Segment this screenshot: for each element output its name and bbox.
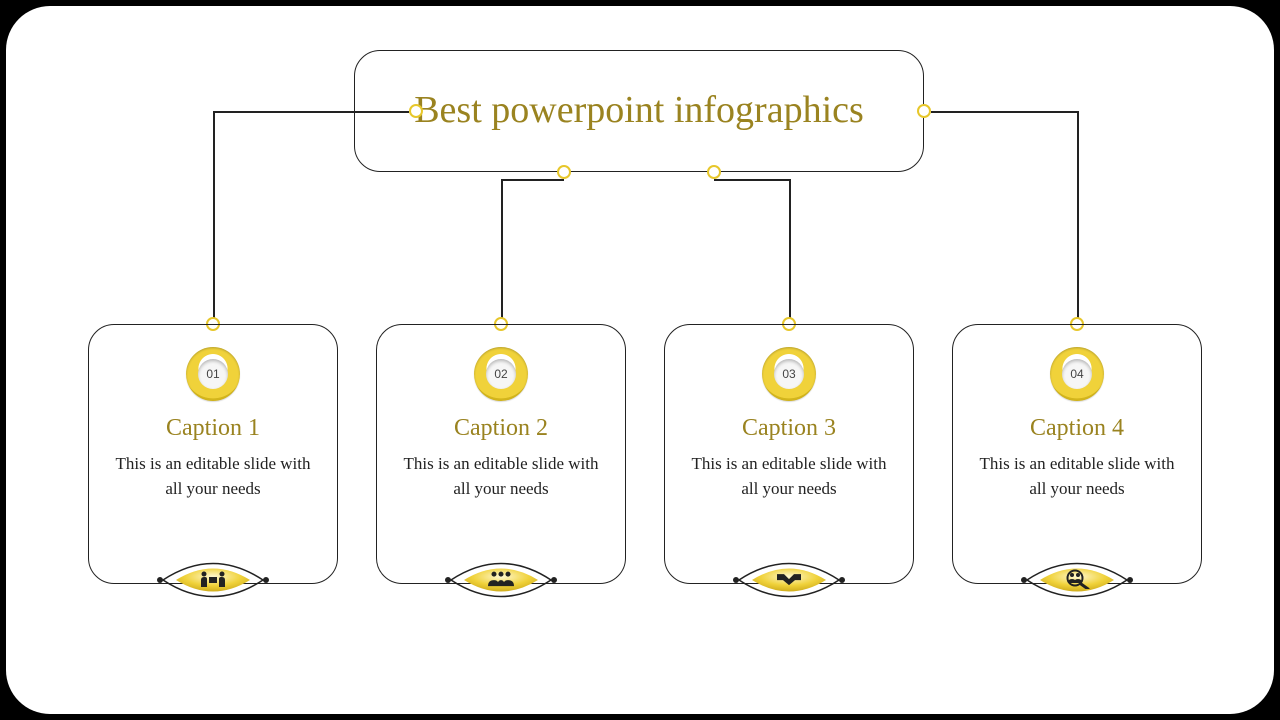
connector-line xyxy=(714,179,789,181)
card-caption: Caption 2 xyxy=(377,415,625,442)
connector-dot xyxy=(557,165,571,179)
icon-eye-shape xyxy=(1022,555,1132,605)
card-caption: Caption 3 xyxy=(665,415,913,442)
connector-line xyxy=(501,179,564,181)
handshake-icon xyxy=(774,570,804,588)
connector-line xyxy=(501,179,503,324)
connector-line xyxy=(931,111,1077,113)
connector-line xyxy=(1077,111,1079,324)
icon-eye-shape xyxy=(446,555,556,605)
card-caption: Caption 4 xyxy=(953,415,1201,442)
title-box: Best powerpoint infographics xyxy=(354,50,924,172)
meeting-icon xyxy=(199,569,227,589)
number-badge: 04 xyxy=(1050,347,1104,401)
card-number: 02 xyxy=(486,359,516,389)
search-people-icon xyxy=(1063,569,1091,589)
number-badge: 01 xyxy=(186,347,240,401)
card-body: This is an editable slide with all your … xyxy=(665,452,913,501)
info-card-3: 03 Caption 3 This is an editable slide w… xyxy=(664,324,914,584)
slide-frame: Best powerpoint infographics 01 Caption … xyxy=(6,6,1274,714)
connector-dot xyxy=(917,104,931,118)
icon-eye-shape xyxy=(734,555,844,605)
connector-line xyxy=(213,111,409,113)
connector-line xyxy=(789,179,791,324)
card-number: 03 xyxy=(774,359,804,389)
card-body: This is an editable slide with all your … xyxy=(89,452,337,501)
number-badge: 03 xyxy=(762,347,816,401)
icon-eye-shape xyxy=(158,555,268,605)
slide-title: Best powerpoint infographics xyxy=(414,87,864,135)
card-caption: Caption 1 xyxy=(89,415,337,442)
info-card-1: 01 Caption 1 This is an editable slide w… xyxy=(88,324,338,584)
card-number: 04 xyxy=(1062,359,1092,389)
card-body: This is an editable slide with all your … xyxy=(953,452,1201,501)
info-card-4: 04 Caption 4 This is an editable slide w… xyxy=(952,324,1202,584)
team-icon xyxy=(486,570,516,588)
number-badge: 02 xyxy=(474,347,528,401)
connector-dot xyxy=(707,165,721,179)
connector-line xyxy=(213,111,215,324)
card-number: 01 xyxy=(198,359,228,389)
info-card-2: 02 Caption 2 This is an editable slide w… xyxy=(376,324,626,584)
card-body: This is an editable slide with all your … xyxy=(377,452,625,501)
connector-dot xyxy=(409,104,423,118)
